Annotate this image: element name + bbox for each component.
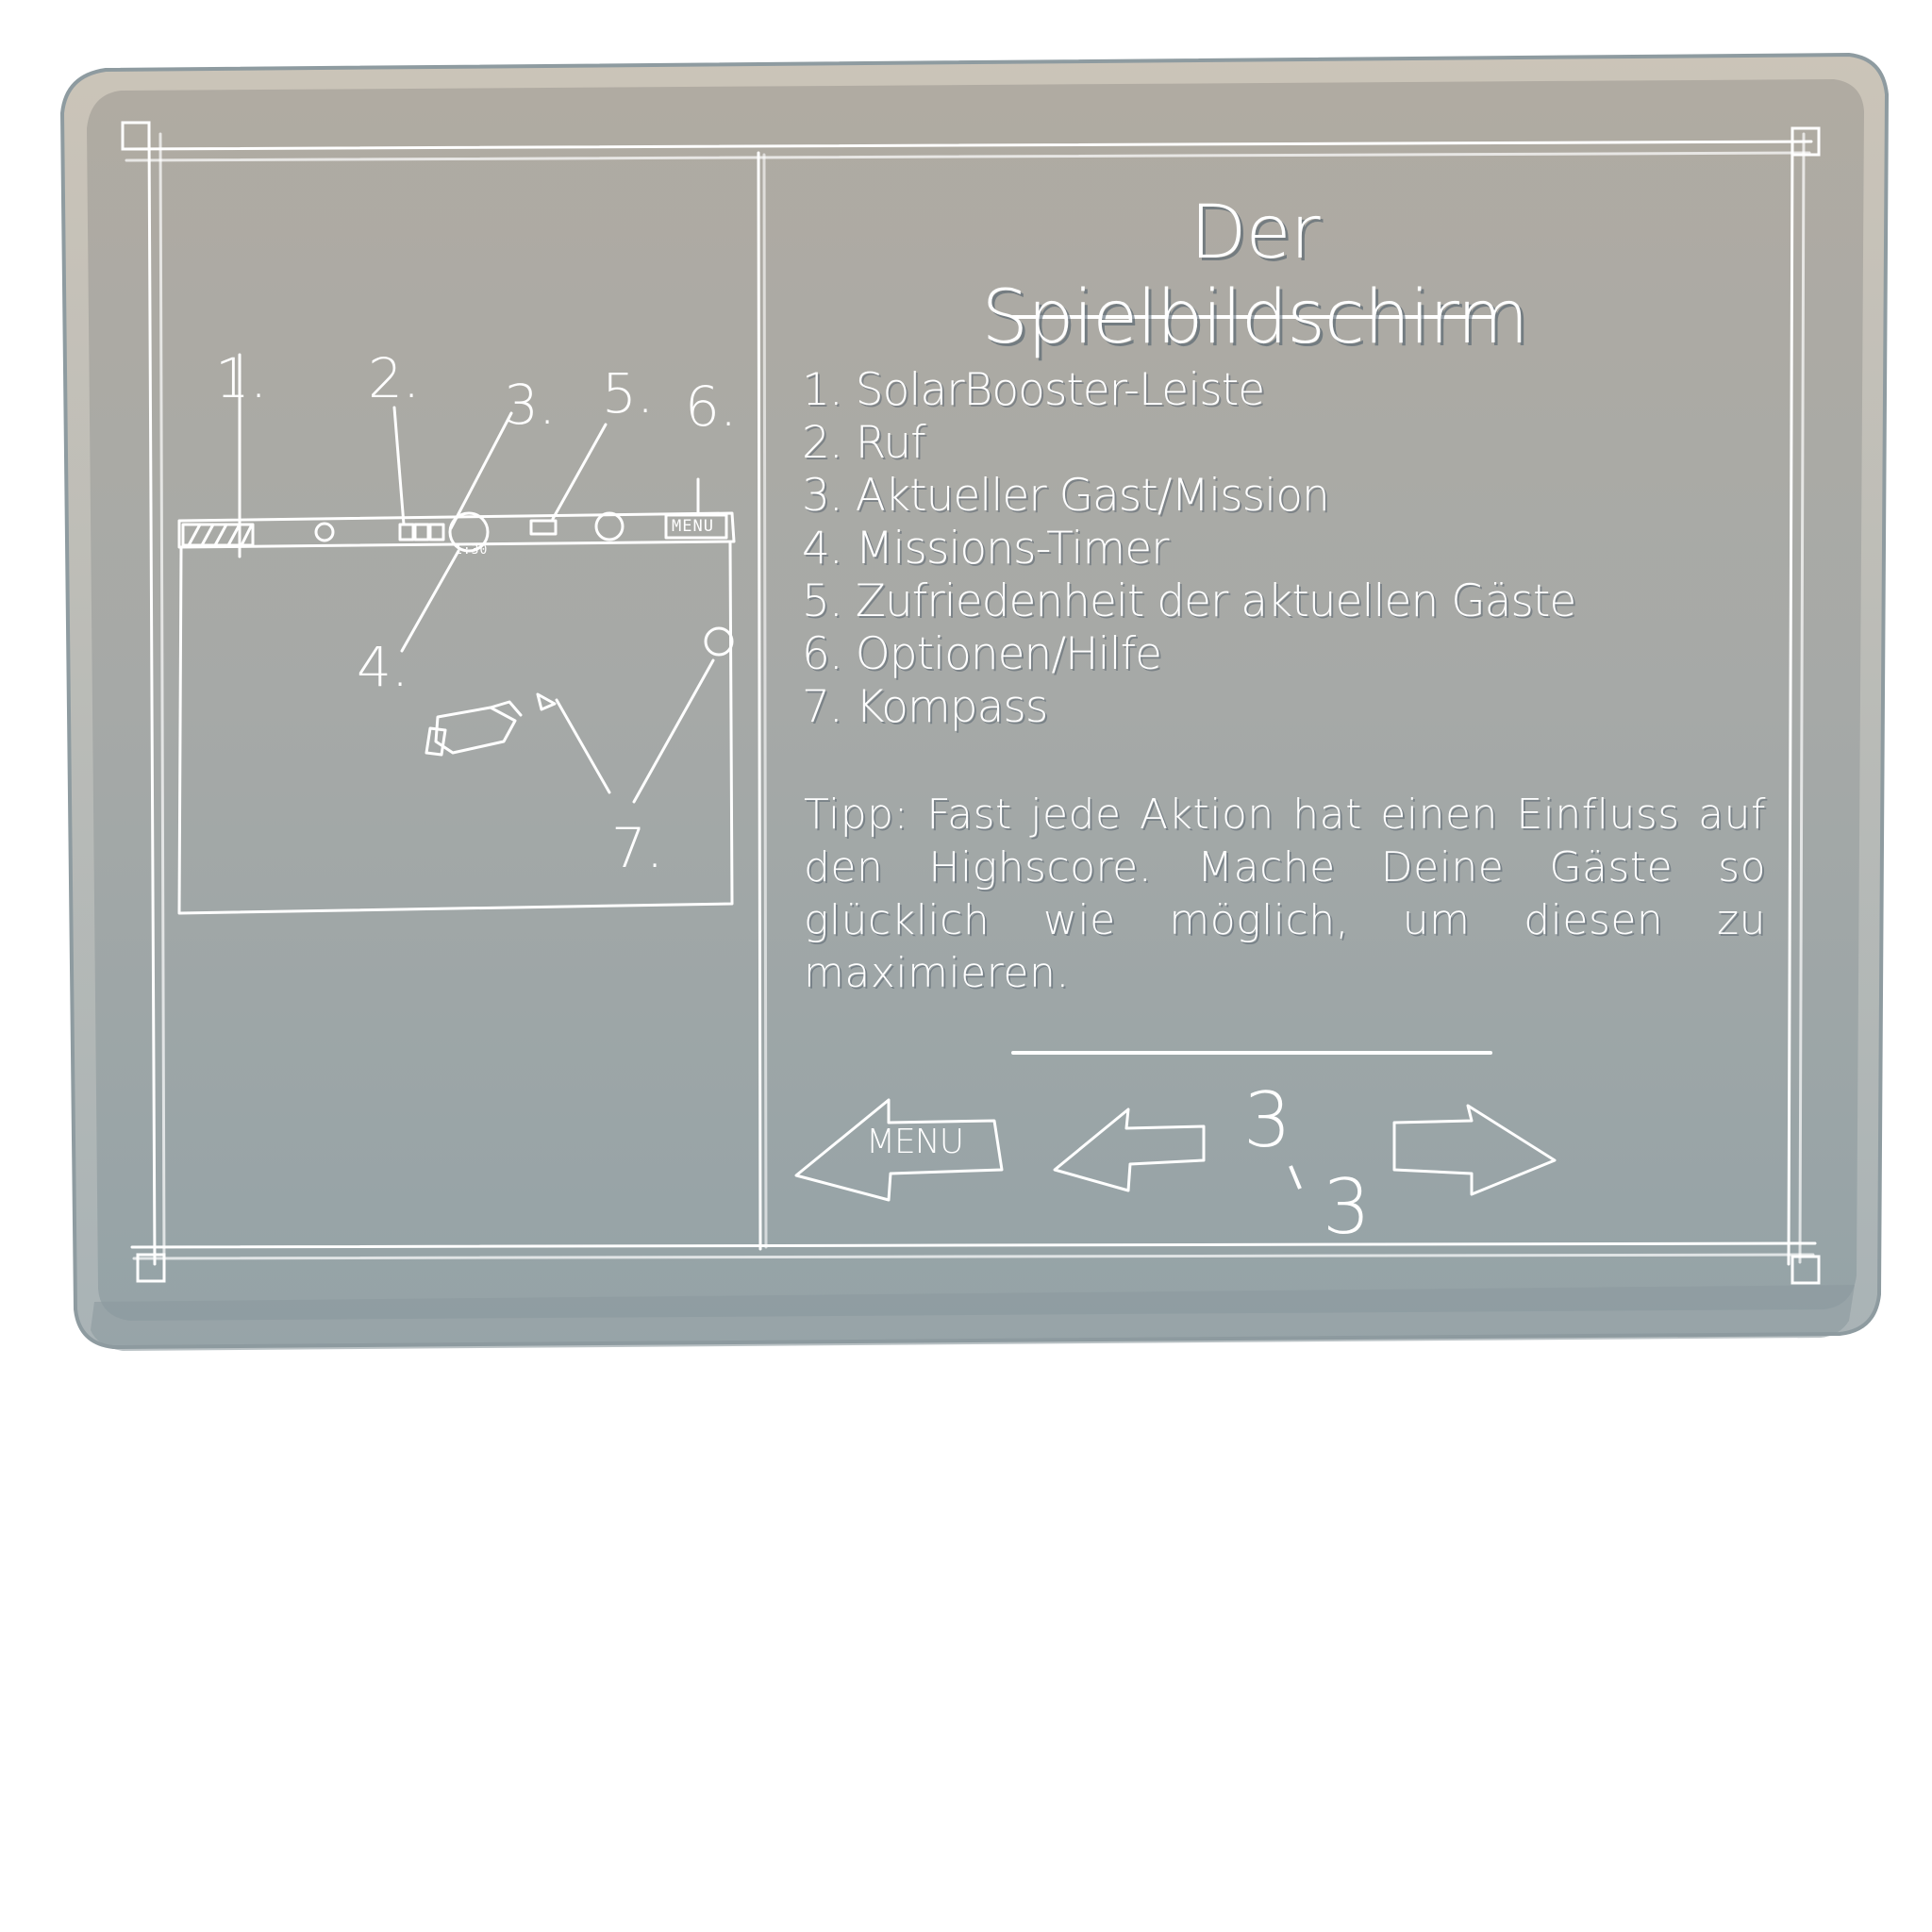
sketch-label-1: 1. — [215, 346, 268, 410]
legend-item-ruf: 2. Ruf — [802, 417, 926, 469]
page-total: 3 — [1323, 1163, 1371, 1251]
next-page-button[interactable] — [1391, 1102, 1558, 1198]
sketch-label-7: 7. — [611, 816, 664, 880]
prev-page-button[interactable] — [1051, 1102, 1208, 1196]
tip-text: Tipp: Fast jede Aktion hat einen Einflus… — [804, 791, 1766, 997]
menu-arrow-icon — [794, 1098, 1004, 1202]
sketch-label-6: 6. — [685, 375, 738, 439]
legend-item-optionen: 6. Optionen/Hilfe — [802, 628, 1162, 680]
legend-item-timer: 4. Missions-Timer — [802, 523, 1169, 575]
legend-item-zufriedenheit: 5. Zufriedenheit der aktuellen Gäste — [802, 575, 1576, 627]
legend-item-kompass: 7. Kompass — [802, 681, 1048, 733]
left-arrow-icon — [1053, 1108, 1206, 1192]
menu-button-label: MENU — [866, 1123, 964, 1161]
right-arrow-icon — [1392, 1104, 1557, 1196]
sketch-menu-text: MENU — [672, 517, 714, 536]
menu-button[interactable]: MENU — [792, 1094, 1004, 1204]
sketch-label-3: 3. — [504, 373, 557, 437]
page-title: Der Spielbildschirm — [981, 191, 1528, 360]
sketch-label-2: 2. — [368, 346, 421, 410]
legend-item-gast-mission: 3. Aktueller Gast/Mission — [802, 470, 1330, 522]
sketch-label-4: 4. — [357, 635, 409, 699]
legend-list: 1. SolarBooster-Leiste 2. Ruf 3. Aktuell… — [802, 364, 1576, 734]
sketch-timer-text: 1:30 — [455, 543, 489, 558]
sketch-label-5: 5. — [602, 361, 655, 425]
page-current: 3 — [1243, 1076, 1291, 1164]
legend-item-solarbooster: 1. SolarBooster-Leiste — [802, 364, 1265, 416]
